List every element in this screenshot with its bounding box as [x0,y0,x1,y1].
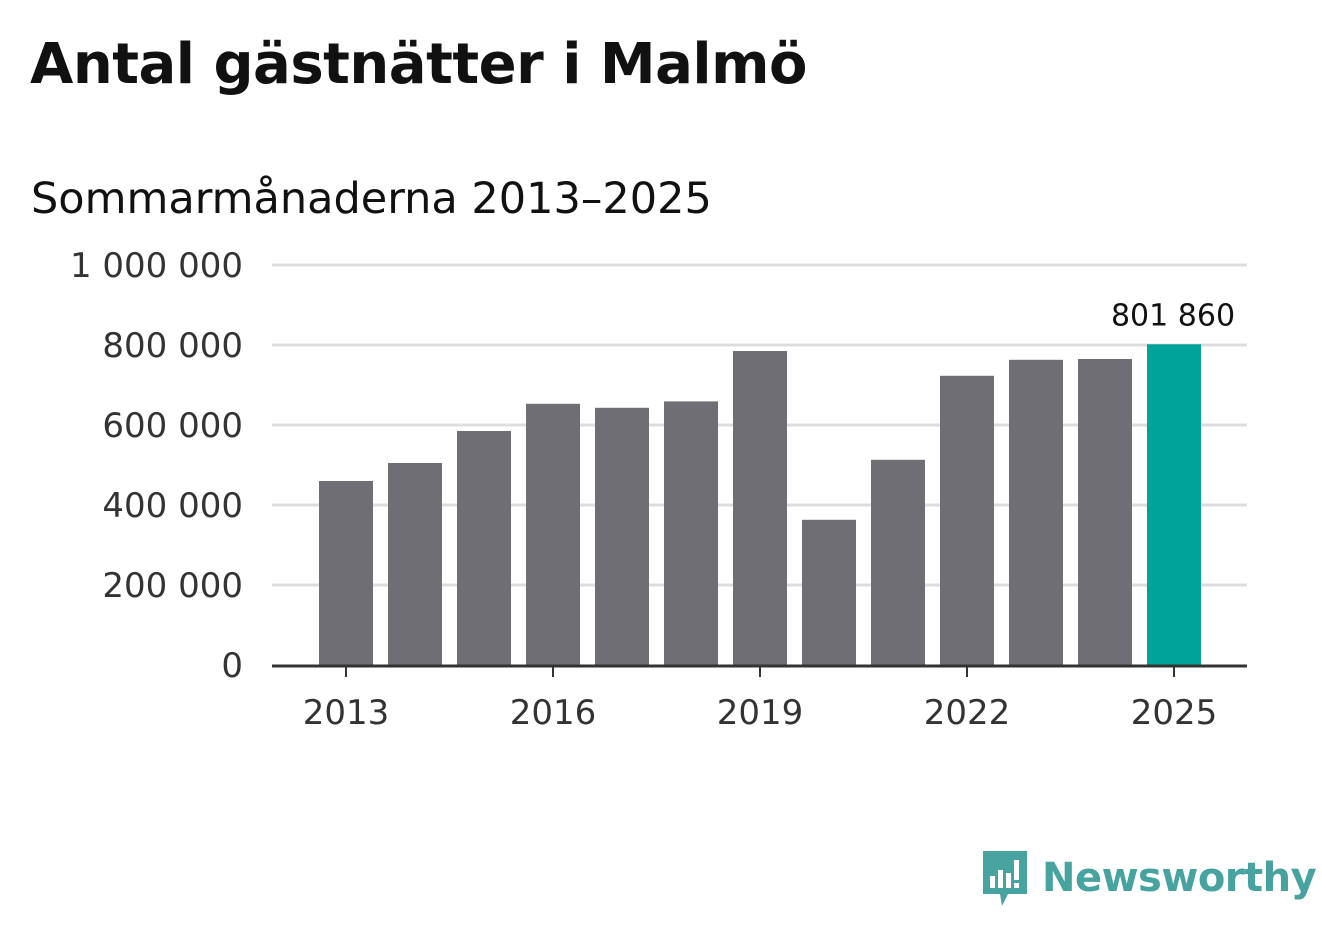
x-tick-label: 2019 [717,693,804,733]
newsworthy-logo: Newsworthy [980,848,1317,908]
y-axis-ticks: 0 200 000 400 000 600 000 800 000 1 000 000 [70,246,243,686]
bar [457,431,511,665]
bar [940,375,994,665]
bars [319,344,1201,665]
y-tick-label: 0 [221,646,243,686]
bar [388,463,442,665]
chart-subtitle: Sommarmånaderna 2013–2025 [31,174,712,224]
bar [733,351,787,665]
y-tick-label: 600 000 [102,406,243,446]
x-tick-label: 2022 [924,693,1011,733]
x-axis-ticks: 2013 2016 2019 2022 2025 [303,667,1218,733]
chart-title: Antal gästnätter i Malmö [30,32,807,97]
bar [595,407,649,665]
bar [802,519,856,665]
bar [1078,359,1132,665]
bar [871,459,925,665]
bar-highlight [1147,344,1201,665]
x-tick-label: 2013 [303,693,390,733]
y-tick-label: 1 000 000 [70,246,243,286]
x-tick-label: 2025 [1131,693,1218,733]
data-labels: 801 860 [1111,298,1235,333]
bar-chart-speech-bubble-icon [983,851,1027,906]
bar [526,403,580,665]
data-label-highlight: 801 860 [1111,298,1235,333]
y-tick-label: 400 000 [102,486,243,526]
y-tick-label: 200 000 [102,566,243,606]
brand-name: Newsworthy [1042,855,1317,901]
bar [664,401,718,665]
x-tick-label: 2016 [510,693,597,733]
y-tick-label: 800 000 [102,326,243,366]
bar [1009,359,1063,665]
bar [319,481,373,665]
